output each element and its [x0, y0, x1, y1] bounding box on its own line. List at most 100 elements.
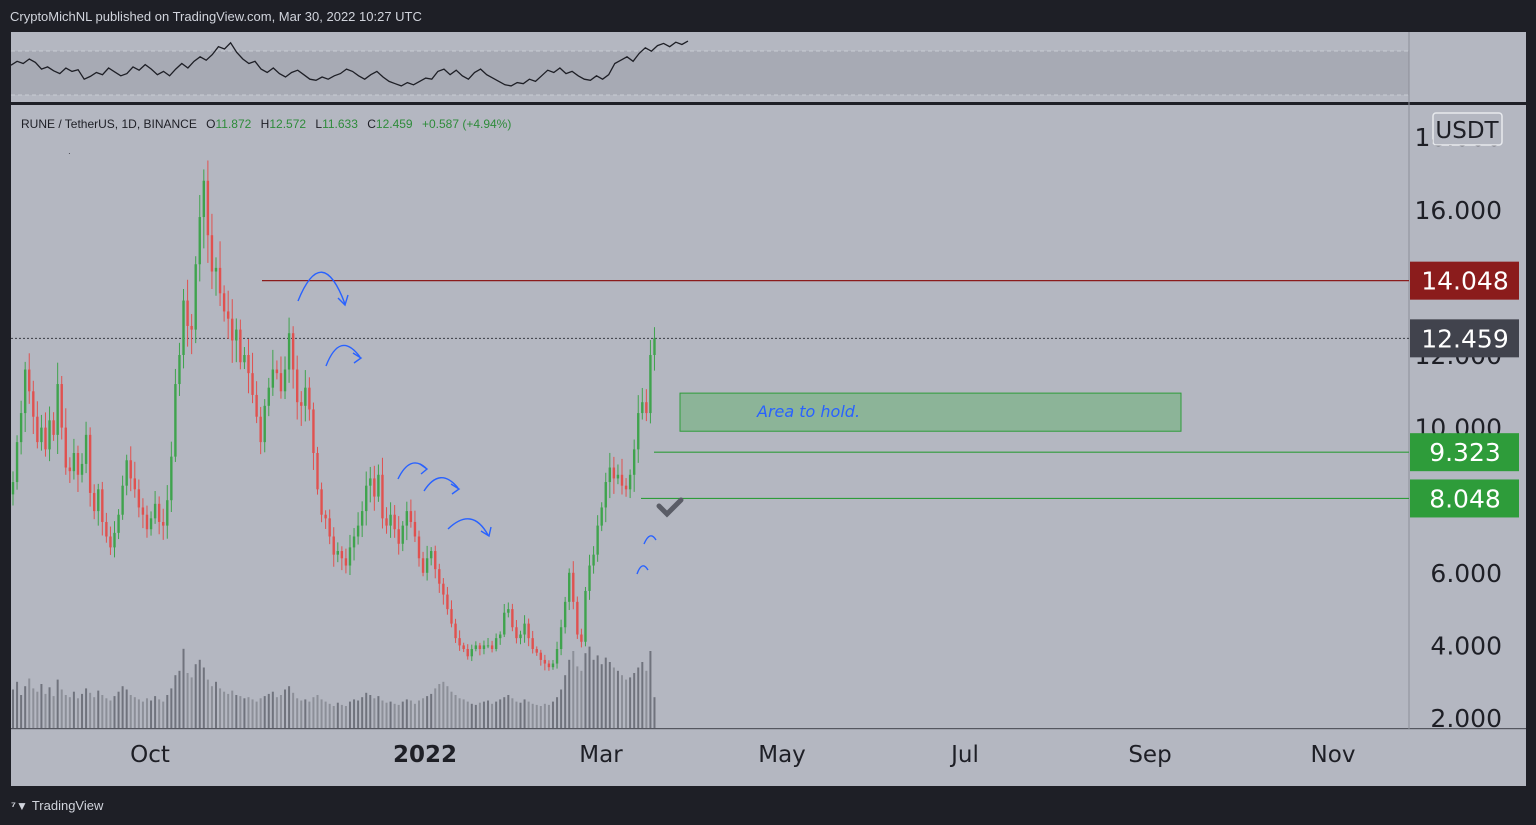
volume-bar	[24, 686, 27, 728]
candle-body	[48, 420, 51, 450]
candle-body	[275, 369, 279, 374]
volume-bar	[413, 703, 416, 728]
volume-bar	[158, 699, 161, 728]
volume-bar	[556, 697, 559, 728]
volume-bar	[600, 664, 603, 728]
volume-bar	[409, 700, 412, 728]
volume-bar	[64, 695, 67, 728]
volume-bar	[572, 651, 575, 728]
candle-body	[190, 325, 193, 330]
candle-body	[352, 536, 356, 548]
volume-bar	[251, 699, 254, 728]
candle-body	[166, 500, 169, 526]
candle-body	[344, 558, 348, 566]
candle-body	[499, 634, 502, 639]
volume-bar	[312, 697, 315, 728]
currency-badge[interactable]: USDT	[1432, 112, 1503, 146]
candle-body	[210, 235, 214, 272]
candle-body	[600, 507, 603, 526]
footer: ⁷▼ TradingView	[0, 786, 1536, 825]
volume-bar	[564, 675, 567, 728]
volume-bar	[137, 699, 140, 728]
candle-body	[251, 373, 254, 395]
volume-bar	[141, 701, 144, 728]
candle-body	[19, 413, 23, 443]
currency-label: USDT	[1435, 118, 1499, 144]
candle-body	[604, 482, 607, 508]
candle-body	[555, 649, 559, 664]
currency-badge-box[interactable]	[1432, 112, 1503, 146]
volume-bar	[365, 692, 368, 728]
volume-bar	[588, 646, 591, 728]
volume-bar	[482, 701, 485, 728]
x-axis-ticks: Oct 2022 Mar May Jul Sep Nov	[130, 742, 1355, 768]
area-to-hold-label[interactable]: Area to hold.	[756, 402, 860, 421]
candle-body	[247, 355, 250, 374]
legend-low: 11.633	[322, 117, 358, 131]
arrow-head-4	[450, 483, 461, 495]
candle-body	[11, 482, 15, 495]
time-scale[interactable]	[11, 729, 1526, 786]
candle-body	[572, 572, 575, 602]
volume-bar	[72, 691, 75, 728]
candle-body	[312, 409, 315, 454]
candle-body	[133, 478, 136, 490]
volume-bar	[576, 666, 579, 728]
candle-body	[519, 634, 522, 639]
candle-body	[356, 525, 360, 537]
area-to-hold-zone[interactable]	[679, 392, 1182, 432]
candle-body	[145, 514, 149, 530]
x-tick-2: Mar	[579, 742, 623, 768]
volume-bar	[454, 695, 457, 728]
price-scale[interactable]	[1409, 105, 1526, 728]
candle-body	[632, 449, 636, 475]
candle-body	[28, 369, 31, 392]
candle-body	[121, 485, 124, 515]
volume-bar	[121, 686, 124, 728]
volume-bar	[547, 704, 550, 728]
candle-body	[474, 645, 478, 650]
candle-body	[80, 463, 84, 475]
volume-bar	[129, 695, 132, 728]
volume-bar	[377, 696, 380, 728]
volume-bar	[32, 688, 35, 728]
candle-body	[348, 547, 352, 566]
volume-bar	[487, 700, 490, 728]
candle-body	[271, 369, 275, 388]
candle-body	[296, 369, 299, 403]
candle-body	[596, 525, 599, 555]
candle-body	[76, 453, 80, 475]
arrow-head-2	[352, 352, 363, 364]
price-chart[interactable]: 2.0004.0006.00010.00012.00016.00018.000 …	[0, 32, 1536, 786]
volume-bar	[466, 701, 469, 728]
candlesticks	[11, 160, 656, 671]
volume-bar	[279, 695, 282, 728]
volume-bar	[154, 696, 157, 728]
candle-body	[174, 384, 177, 457]
annotation-arrows	[297, 271, 657, 575]
candle-body	[454, 623, 457, 639]
candle-body	[641, 402, 644, 414]
volume-bar	[28, 678, 31, 728]
candle-body	[40, 427, 43, 443]
volume-bar	[470, 703, 473, 728]
volume-bar	[316, 695, 319, 728]
volume-bar	[206, 679, 209, 728]
candle-body	[141, 507, 145, 515]
arrow-curve-2	[325, 344, 361, 367]
volume-bar	[527, 701, 530, 728]
candle-body	[157, 503, 161, 522]
volume-bar	[430, 693, 433, 728]
volume-bar	[166, 695, 169, 728]
candle-body	[287, 333, 291, 370]
candle-body	[413, 521, 417, 537]
volume-bar	[296, 698, 299, 728]
volume-bar	[36, 691, 39, 728]
volume-bar	[324, 701, 327, 728]
legend-h-label: H	[261, 117, 270, 131]
volume-bar	[543, 703, 546, 728]
candle-body	[109, 536, 112, 548]
candle-body	[450, 609, 453, 624]
candle-body	[494, 638, 498, 650]
tradingview-logo[interactable]: ⁷▼ TradingView	[11, 798, 103, 813]
